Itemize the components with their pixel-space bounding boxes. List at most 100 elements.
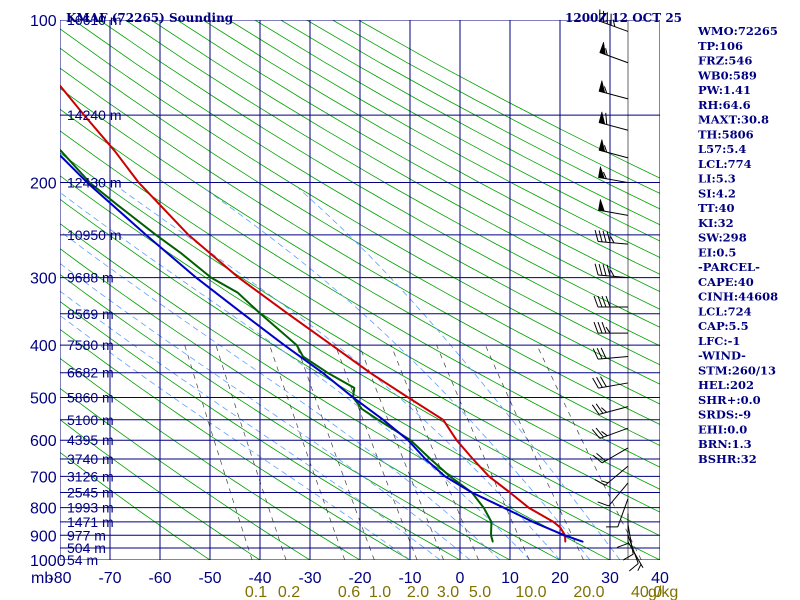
mixing-ratio-unit-label: g/kg xyxy=(648,584,678,600)
temperature-tick-label: 10 xyxy=(501,570,519,587)
wind-barb xyxy=(598,111,629,131)
temperature-tick-label: -40 xyxy=(248,570,271,587)
wind-barb xyxy=(606,498,629,528)
parcel-point xyxy=(532,521,534,523)
background-grid xyxy=(60,20,660,560)
pressure-tick-label: 500 xyxy=(30,390,57,407)
parcel-point xyxy=(563,534,566,537)
temperature-point xyxy=(564,540,567,543)
mixing-ratio-label: 10.0 xyxy=(515,584,546,600)
index-item: WMO:72265 xyxy=(697,24,778,38)
index-item: BRN:1.3 xyxy=(698,437,752,451)
pressure-unit-label: mb xyxy=(31,570,53,587)
temperature-point xyxy=(187,234,190,236)
temperature-point xyxy=(509,491,511,494)
chart-datetime: 1200Z 12 OCT 25 xyxy=(565,11,682,25)
mixing-ratio-label: 0.6 xyxy=(338,584,360,600)
height-tick-label: 5100 m xyxy=(67,412,114,428)
dewpoint-point xyxy=(361,408,363,410)
dewpoint-point xyxy=(353,387,356,389)
index-item: LI:5.3 xyxy=(698,172,736,186)
wind-barb xyxy=(594,263,629,279)
temperature-point xyxy=(369,371,371,374)
temperature-point xyxy=(287,313,289,315)
dewpoint-point xyxy=(492,540,494,543)
pressure-tick-label: 300 xyxy=(30,271,57,288)
dewpoint-point xyxy=(490,521,493,523)
index-item: L57:5.4 xyxy=(698,142,746,156)
height-tick-label: 8569 m xyxy=(67,306,114,322)
height-tick-label: 1471 m xyxy=(67,514,114,530)
parcel-point xyxy=(471,491,473,494)
height-tick-label: 4395 m xyxy=(67,432,114,448)
index-item: EHI:0.0 xyxy=(698,422,747,436)
moist-adiabat-line xyxy=(119,187,561,560)
wind-barb xyxy=(598,139,629,159)
wind-barb xyxy=(592,347,629,360)
height-tick-label: 14240 m xyxy=(67,107,121,123)
wind-barbs xyxy=(591,9,644,572)
dewpoint-point xyxy=(237,292,239,294)
index-item: CINH:44608 xyxy=(698,290,778,304)
temperature-tick-label: -80 xyxy=(48,570,71,587)
moist-adiabat-line xyxy=(60,230,501,560)
wind-barb xyxy=(627,541,644,571)
index-item: LCL:724 xyxy=(698,304,752,318)
temperature-tick-label: -10 xyxy=(398,570,421,587)
index-item: SRDS:-9 xyxy=(698,408,751,422)
index-item: FRZ:546 xyxy=(698,54,752,68)
height-tick-label: 7580 m xyxy=(67,337,114,353)
temperature-tick-label: -70 xyxy=(98,570,121,587)
moist-adiabat-line xyxy=(60,263,471,560)
index-item: STM:260/13 xyxy=(698,363,776,377)
index-item: SI:4.2 xyxy=(698,186,736,200)
dewpoint-point xyxy=(409,439,412,442)
wind-barb xyxy=(591,427,629,439)
index-item: LFC:-1 xyxy=(698,334,740,348)
temperature-point xyxy=(442,419,445,421)
temperature-tick-label: 40 xyxy=(651,570,669,587)
parcel-point xyxy=(444,475,446,478)
index-item: SHR+:0.0 xyxy=(698,393,761,407)
temperature-point xyxy=(407,396,409,399)
wind-barb xyxy=(592,376,629,389)
temperature-tick-label: 30 xyxy=(601,570,619,587)
parcel-point xyxy=(382,419,385,421)
index-item: LCL:774 xyxy=(698,157,752,171)
index-item: -WIND- xyxy=(698,349,746,363)
pressure-tick-label: 900 xyxy=(30,528,57,545)
wind-barb xyxy=(592,447,629,464)
parcel-point xyxy=(195,276,197,279)
temperature-point xyxy=(455,439,458,442)
height-tick-label: 16610 m xyxy=(67,12,121,28)
index-item: SW:298 xyxy=(698,231,747,245)
parcel-point xyxy=(283,344,286,346)
temperature-point xyxy=(559,526,561,529)
dewpoint-point xyxy=(259,313,262,315)
wind-barb xyxy=(627,535,639,572)
temperature-tick-label: -60 xyxy=(148,570,171,587)
temperature-point xyxy=(472,458,474,460)
height-tick-label: 3126 m xyxy=(67,468,114,484)
index-item: TP:106 xyxy=(698,39,743,53)
temperature-tick-label: -20 xyxy=(348,570,371,587)
index-item: KI:32 xyxy=(698,216,734,230)
temperature-point xyxy=(114,150,116,152)
mixing-ratio-label: 0.2 xyxy=(278,584,300,600)
wind-barb xyxy=(594,230,629,245)
index-item: RH:64.6 xyxy=(698,98,751,112)
temperature-tick-label: 20 xyxy=(551,570,569,587)
mixing-ratio-label: 20.0 xyxy=(573,584,604,600)
dewpoint-point xyxy=(490,534,492,537)
dewpoint-point xyxy=(88,181,91,184)
height-tick-label: 5860 m xyxy=(67,389,114,405)
index-item: EI:0.5 xyxy=(698,245,736,259)
moist-adiabat-line xyxy=(203,187,591,560)
dewpoint-point xyxy=(116,204,119,206)
temperature-point xyxy=(137,181,140,184)
chart-title: KMAF (72265) Sounding xyxy=(66,11,234,25)
temperature-point xyxy=(83,114,85,116)
moist-adiabat-line xyxy=(298,188,621,560)
